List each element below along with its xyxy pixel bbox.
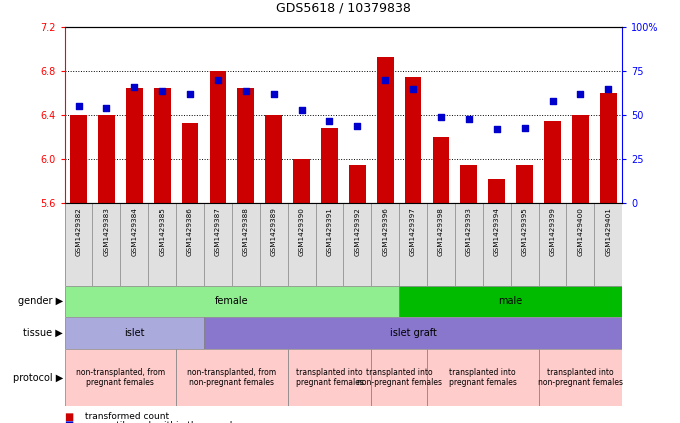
Text: non-transplanted, from
pregnant females: non-transplanted, from pregnant females <box>75 368 165 387</box>
Point <box>464 115 475 122</box>
Bar <box>209 71 226 203</box>
Point <box>156 87 168 94</box>
Bar <box>371 349 427 406</box>
Text: non-transplanted, from
non-pregnant females: non-transplanted, from non-pregnant fema… <box>187 368 277 387</box>
Point <box>324 117 335 124</box>
Bar <box>237 88 254 203</box>
Text: transformed count: transformed count <box>82 412 169 421</box>
Bar <box>572 115 589 203</box>
Point <box>101 105 112 112</box>
Text: GSM1429400: GSM1429400 <box>577 207 583 256</box>
Text: GDS5618 / 10379838: GDS5618 / 10379838 <box>276 2 411 15</box>
Bar <box>98 115 115 203</box>
Bar <box>516 165 533 203</box>
Text: tissue ▶: tissue ▶ <box>23 328 63 338</box>
Text: GSM1429387: GSM1429387 <box>215 207 221 256</box>
Bar <box>427 349 539 406</box>
Bar <box>265 115 282 203</box>
Text: GSM1429392: GSM1429392 <box>354 207 360 256</box>
Point <box>602 85 613 92</box>
Bar <box>600 93 617 203</box>
Bar <box>204 317 622 349</box>
Point <box>185 91 196 98</box>
Point <box>379 77 390 84</box>
Text: GSM1429393: GSM1429393 <box>466 207 472 256</box>
Text: GSM1429388: GSM1429388 <box>243 207 249 256</box>
Bar <box>126 88 143 203</box>
Text: GSM1429399: GSM1429399 <box>549 207 556 256</box>
Bar <box>176 349 288 406</box>
Bar <box>377 57 394 203</box>
Text: GSM1429397: GSM1429397 <box>410 207 416 256</box>
Bar <box>65 286 399 317</box>
Point <box>547 98 558 104</box>
Point <box>435 114 446 121</box>
Point <box>129 84 140 91</box>
Text: ■: ■ <box>65 420 74 423</box>
Bar <box>349 165 366 203</box>
Bar <box>405 77 422 203</box>
Bar <box>65 317 204 349</box>
Bar <box>288 349 371 406</box>
Text: GSM1429389: GSM1429389 <box>271 207 277 256</box>
Bar <box>544 121 561 203</box>
Text: GSM1429395: GSM1429395 <box>522 207 528 256</box>
Text: GSM1429396: GSM1429396 <box>382 207 388 256</box>
Text: GSM1429384: GSM1429384 <box>131 207 137 256</box>
Bar <box>432 137 449 203</box>
Text: percentile rank within the sample: percentile rank within the sample <box>82 420 237 423</box>
Point <box>212 77 223 84</box>
Text: GSM1429391: GSM1429391 <box>326 207 333 256</box>
Text: islet graft: islet graft <box>390 328 437 338</box>
Text: GSM1429398: GSM1429398 <box>438 207 444 256</box>
Bar <box>460 165 477 203</box>
Point <box>575 91 586 98</box>
Point <box>491 126 502 133</box>
Bar <box>321 129 338 203</box>
Text: transplanted into
pregnant females: transplanted into pregnant females <box>296 368 363 387</box>
Text: female: female <box>215 297 249 306</box>
Bar <box>70 115 87 203</box>
Point <box>520 124 530 131</box>
Text: gender ▶: gender ▶ <box>18 297 63 306</box>
Bar <box>488 179 505 203</box>
Text: protocol ▶: protocol ▶ <box>13 373 63 382</box>
Text: transplanted into
non-pregnant females: transplanted into non-pregnant females <box>356 368 442 387</box>
Text: GSM1429390: GSM1429390 <box>299 207 305 256</box>
Text: islet: islet <box>124 328 145 338</box>
Bar <box>154 88 171 203</box>
Point <box>352 122 363 129</box>
Bar <box>182 123 199 203</box>
Text: GSM1429386: GSM1429386 <box>187 207 193 256</box>
Bar <box>65 349 176 406</box>
Point <box>296 107 307 113</box>
Text: GSM1429382: GSM1429382 <box>75 207 82 256</box>
Text: GSM1429394: GSM1429394 <box>494 207 500 256</box>
Bar <box>293 159 310 203</box>
Point <box>73 103 84 110</box>
Point <box>269 91 279 98</box>
Text: transplanted into
non-pregnant females: transplanted into non-pregnant females <box>538 368 623 387</box>
Text: GSM1429383: GSM1429383 <box>103 207 109 256</box>
Point <box>408 85 419 92</box>
Text: male: male <box>498 297 523 306</box>
Text: GSM1429401: GSM1429401 <box>605 207 611 256</box>
Bar <box>399 286 622 317</box>
Text: transplanted into
pregnant females: transplanted into pregnant females <box>449 368 517 387</box>
Point <box>241 87 252 94</box>
Text: GSM1429385: GSM1429385 <box>159 207 165 256</box>
Bar <box>539 349 622 406</box>
Text: ■: ■ <box>65 412 74 422</box>
